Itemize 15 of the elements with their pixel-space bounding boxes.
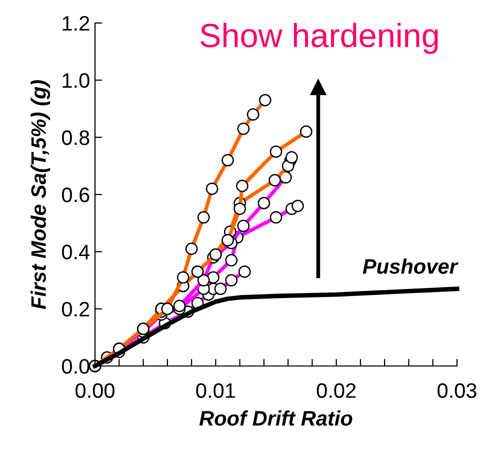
y-tick-label: 0.4 — [62, 244, 90, 260]
y-tick-label: 0.2 — [62, 302, 90, 317]
x-axis-title: Roof Drift Ratio — [199, 410, 352, 426]
y-tick-label: 0.0 — [62, 359, 90, 374]
x-tick-label: 0.01 — [196, 383, 235, 398]
y-tick-label: 0.8 — [62, 130, 90, 146]
annotation: Show hardening — [200, 22, 438, 54]
y-tick-label: 1.2 — [62, 16, 90, 31]
y-tick-label: 0.6 — [62, 188, 90, 202]
x-tick-label: 0.00 — [76, 383, 114, 398]
x-tick-label: 0.02 — [316, 383, 356, 398]
y-tick-label: 1.0 — [62, 73, 90, 88]
y-axis-title: First Mode Sa(T,5%) (g) — [30, 80, 50, 310]
annotation: Pushover — [362, 258, 458, 274]
x-tick-label: 0.03 — [438, 383, 476, 398]
